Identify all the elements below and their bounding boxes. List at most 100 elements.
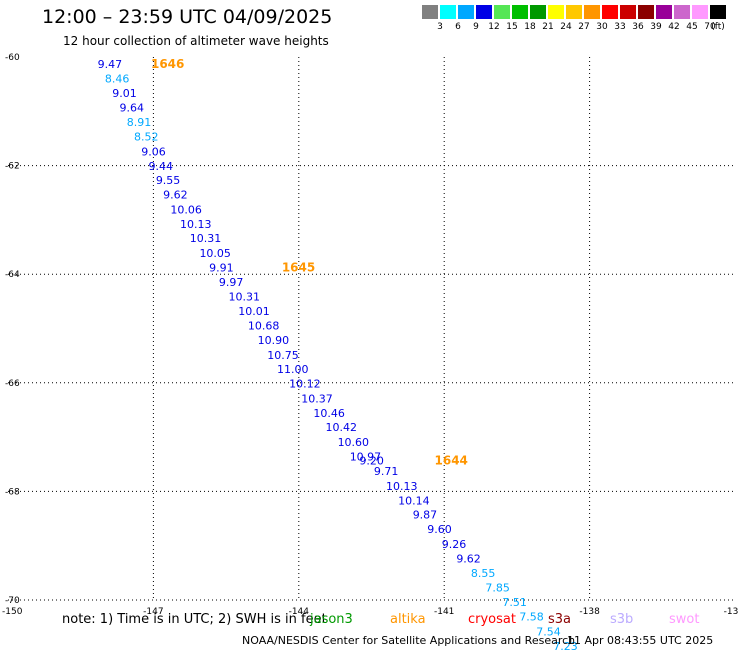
chart-title: 12:00 – 23:59 UTC 04/09/2025 xyxy=(42,6,333,28)
wave-height-point: 9.20 xyxy=(359,454,384,467)
color-swatch xyxy=(476,5,492,19)
satellite-legend-s3b: s3b xyxy=(610,612,634,627)
color-scale-label: 33 xyxy=(614,22,626,32)
color-swatch xyxy=(422,5,438,19)
wave-height-point: 9.64 xyxy=(119,101,143,114)
pass-time-label: 1646 xyxy=(151,57,184,71)
color-scale-label: 30 xyxy=(596,22,608,32)
color-scale-unit: (ft) xyxy=(711,22,725,32)
x-tick-label: -150 xyxy=(2,607,23,617)
wave-height-point: 10.60 xyxy=(338,436,370,449)
color-swatch xyxy=(440,5,456,19)
pass-time-label: 1644 xyxy=(435,453,468,467)
wave-height-point: 8.46 xyxy=(105,73,130,86)
color-scale-label: 15 xyxy=(506,22,518,32)
wave-height-point: 10.01 xyxy=(238,305,270,318)
x-tick-label: -147 xyxy=(143,607,163,617)
wave-height-point: 10.13 xyxy=(386,480,418,493)
wave-height-point: 9.06 xyxy=(141,145,166,158)
color-swatch xyxy=(566,5,582,19)
wave-height-point: 8.55 xyxy=(471,567,496,580)
wave-height-point: 10.14 xyxy=(398,494,430,507)
color-swatch xyxy=(458,5,474,19)
color-scale-label: 12 xyxy=(488,22,500,32)
wave-height-point: 10.90 xyxy=(258,334,290,347)
satellite-legend-cryosat: cryosat xyxy=(468,612,516,627)
satellite-legend-swot: swot xyxy=(669,612,700,627)
color-scale-label: 6 xyxy=(455,22,461,32)
wave-height-point: 10.46 xyxy=(313,407,345,420)
color-swatch xyxy=(620,5,636,19)
color-scale-label: 24 xyxy=(560,22,572,32)
satellite-legend-s3a: s3a xyxy=(548,612,572,627)
x-tick-label: -141 xyxy=(434,607,454,617)
chart-subtitle: 12 hour collection of altimeter wave hei… xyxy=(63,34,329,48)
color-scale-label: 42 xyxy=(668,22,680,32)
color-scale-label: 39 xyxy=(650,22,662,32)
wave-height-point: 9.87 xyxy=(413,509,438,522)
color-swatch xyxy=(584,5,600,19)
wave-height-point: 7.58 xyxy=(519,611,544,624)
wave-height-point: 9.62 xyxy=(163,189,188,202)
wave-height-point: 7.51 xyxy=(502,596,527,609)
note-text: note: 1) Time is in UTC; 2) SWH is in fe… xyxy=(62,612,327,627)
wave-height-point: 10.75 xyxy=(267,349,299,362)
color-scale-label: 45 xyxy=(686,22,698,32)
color-scale-label: 27 xyxy=(578,22,590,32)
color-scale-label: 3 xyxy=(437,22,443,32)
color-scale-label: 9 xyxy=(473,22,479,32)
satellite-legend-jason3: jason3 xyxy=(310,612,353,627)
y-tick-label: -64 xyxy=(5,270,20,280)
color-swatch xyxy=(512,5,528,19)
wave-height-point: 10.05 xyxy=(199,247,231,260)
wave-height-point: 10.31 xyxy=(229,290,260,303)
color-swatch xyxy=(548,5,564,19)
wave-height-point: 10.42 xyxy=(325,421,357,434)
wave-height-point: 9.91 xyxy=(209,261,234,274)
satellite-legend-altika: altika xyxy=(390,612,426,627)
wave-height-point: 9.60 xyxy=(427,523,452,536)
color-swatch xyxy=(674,5,690,19)
wave-height-point: 9.01 xyxy=(112,87,137,100)
color-swatch xyxy=(710,5,726,19)
color-scale-label: 21 xyxy=(542,22,554,32)
wave-height-point: 9.62 xyxy=(456,553,481,566)
wave-height-point: 9.71 xyxy=(374,465,399,478)
y-tick-label: -70 xyxy=(5,596,20,606)
color-swatch xyxy=(494,5,510,19)
color-swatch xyxy=(530,5,546,19)
color-swatch xyxy=(692,5,708,19)
x-tick-label: -144 xyxy=(289,607,310,617)
wave-height-point: 10.31 xyxy=(190,232,222,245)
wave-height-point: 9.55 xyxy=(156,174,181,187)
y-tick-label: -66 xyxy=(5,379,20,389)
color-scale-label: 70 xyxy=(704,22,716,32)
wave-height-point: 7.85 xyxy=(485,581,510,594)
y-tick-label: -62 xyxy=(5,162,20,172)
generated-timestamp: 11 Apr 08:43:55 UTC 2025 xyxy=(567,634,714,647)
wave-height-point: 9.44 xyxy=(149,160,174,173)
credit-line: NOAA/NESDIS Center for Satellite Applica… xyxy=(242,634,576,647)
wave-height-point: 8.91 xyxy=(127,116,152,129)
color-swatch xyxy=(656,5,672,19)
color-scale-label: 18 xyxy=(524,22,536,32)
wave-height-point: 7.23 xyxy=(553,640,578,650)
wave-height-point: 11.00 xyxy=(277,363,309,376)
wave-height-point: 9.47 xyxy=(98,58,123,71)
wave-height-point: 7.54 xyxy=(536,625,561,638)
wave-height-point: 10.97 xyxy=(350,450,382,463)
wave-height-point: 10.12 xyxy=(289,378,321,391)
color-swatch xyxy=(638,5,654,19)
y-tick-label: -68 xyxy=(5,487,20,497)
wave-height-point: 9.26 xyxy=(442,538,467,551)
wave-height-point: 9.97 xyxy=(219,276,244,289)
color-scale-label: 36 xyxy=(632,22,644,32)
wave-height-point: 10.37 xyxy=(301,392,333,405)
wave-height-point: 10.06 xyxy=(170,203,202,216)
x-tick-label: -138 xyxy=(579,607,600,617)
pass-time-label: 1645 xyxy=(282,260,315,274)
wave-height-point: 8.52 xyxy=(134,131,159,144)
y-tick-label: -60 xyxy=(5,53,20,63)
x-tick-label: -13 xyxy=(724,607,739,617)
